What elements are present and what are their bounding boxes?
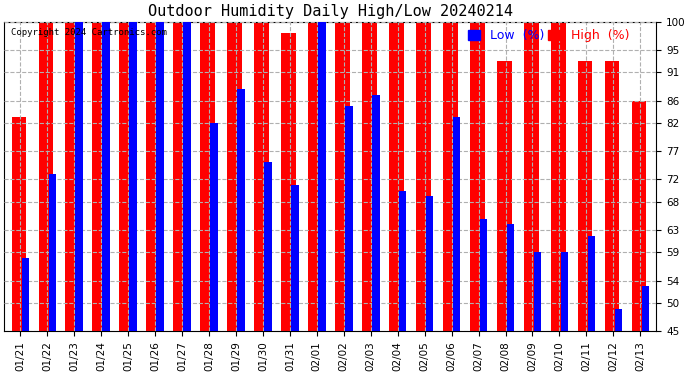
Bar [157,22,164,375]
Bar [39,22,53,375]
Bar [291,185,299,375]
Bar [524,22,539,375]
Bar [102,22,110,375]
Bar [631,100,647,375]
Bar [642,286,649,375]
Bar [588,236,595,375]
Bar [66,22,80,375]
Bar [75,22,83,375]
Bar [254,22,269,375]
Bar [362,22,377,375]
Bar [443,22,457,375]
Bar [129,22,137,375]
Bar [615,309,622,375]
Bar [426,196,433,375]
Bar [200,22,215,375]
Bar [551,22,566,375]
Bar [335,22,350,375]
Bar [318,22,326,375]
Bar [372,95,380,375]
Bar [173,22,188,375]
Bar [48,174,56,375]
Bar [92,22,107,375]
Bar [453,117,460,375]
Bar [184,22,191,375]
Legend: Low  (%), High  (%): Low (%), High (%) [466,28,631,44]
Bar [389,22,404,375]
Bar [227,22,242,375]
Bar [281,33,296,375]
Bar [561,252,568,375]
Bar [237,89,245,375]
Bar [264,162,272,375]
Bar [470,22,484,375]
Bar [146,22,161,375]
Bar [497,61,511,375]
Bar [416,22,431,375]
Bar [119,22,135,375]
Bar [399,190,406,375]
Bar [578,61,593,375]
Title: Outdoor Humidity Daily High/Low 20240214: Outdoor Humidity Daily High/Low 20240214 [148,4,513,19]
Bar [12,117,26,375]
Bar [480,219,487,375]
Bar [345,106,353,375]
Bar [506,224,514,375]
Bar [533,252,541,375]
Bar [308,22,323,375]
Text: Copyright 2024 Cartronics.com: Copyright 2024 Cartronics.com [10,28,166,37]
Bar [210,123,218,375]
Bar [604,61,620,375]
Bar [21,258,29,375]
